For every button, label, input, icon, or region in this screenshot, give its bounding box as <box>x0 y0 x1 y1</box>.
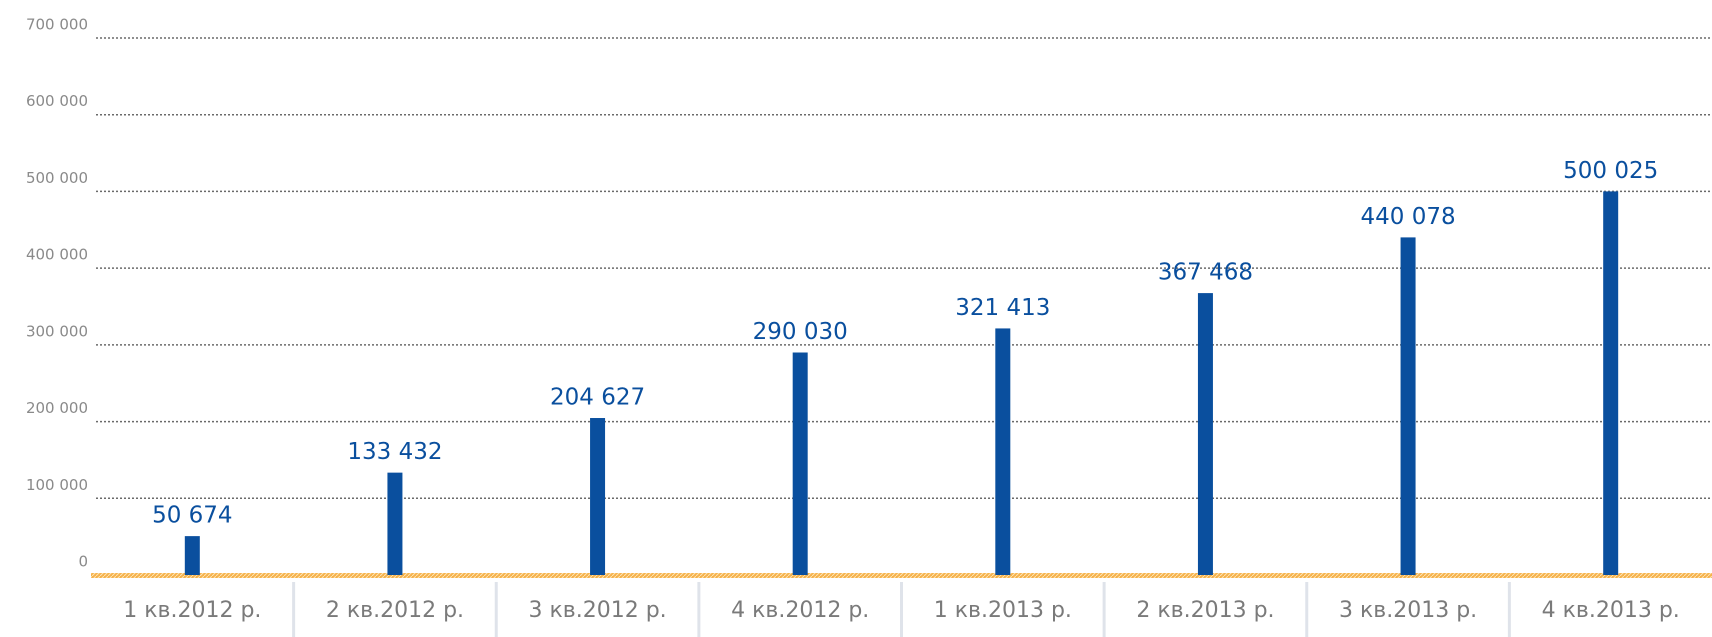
x-tick-label: 3 кв.2012 р. <box>528 598 666 623</box>
bar <box>995 328 1011 575</box>
x-tick-label: 2 кв.2013 р. <box>1136 598 1274 623</box>
bar <box>1603 191 1619 575</box>
bar <box>1197 293 1213 575</box>
data-label: 50 674 <box>152 503 232 529</box>
y-tick-label: 500 000 <box>26 169 88 187</box>
x-tick-label: 1 кв.2013 р. <box>934 598 1072 623</box>
y-tick-label: 0 <box>78 553 88 571</box>
x-tick-label: 1 кв.2012 р. <box>123 598 261 623</box>
y-tick-label: 200 000 <box>26 399 88 417</box>
y-tick-label: 600 000 <box>26 92 88 110</box>
data-label: 440 078 <box>1361 204 1456 230</box>
bar <box>792 352 808 575</box>
data-label: 500 025 <box>1563 158 1658 184</box>
y-tick-label: 400 000 <box>26 246 88 264</box>
data-label: 133 432 <box>347 439 442 465</box>
baseline <box>91 573 1712 578</box>
data-label: 367 468 <box>1158 260 1253 286</box>
y-tick-label: 700 000 <box>26 16 88 34</box>
x-tick-label: 4 кв.2013 р. <box>1542 598 1680 623</box>
data-label: 290 030 <box>753 319 848 345</box>
y-tick-label: 300 000 <box>26 322 88 340</box>
y-tick-label: 100 000 <box>26 476 88 494</box>
data-label: 321 413 <box>955 295 1050 321</box>
x-tick-label: 3 кв.2013 р. <box>1339 598 1477 623</box>
data-label: 204 627 <box>550 385 645 411</box>
x-tick-label: 4 кв.2012 р. <box>731 598 869 623</box>
bar <box>184 536 200 575</box>
x-tick-label: 2 кв.2012 р. <box>326 598 464 623</box>
bar <box>387 472 403 575</box>
bar <box>590 418 606 575</box>
bar <box>1400 237 1416 575</box>
